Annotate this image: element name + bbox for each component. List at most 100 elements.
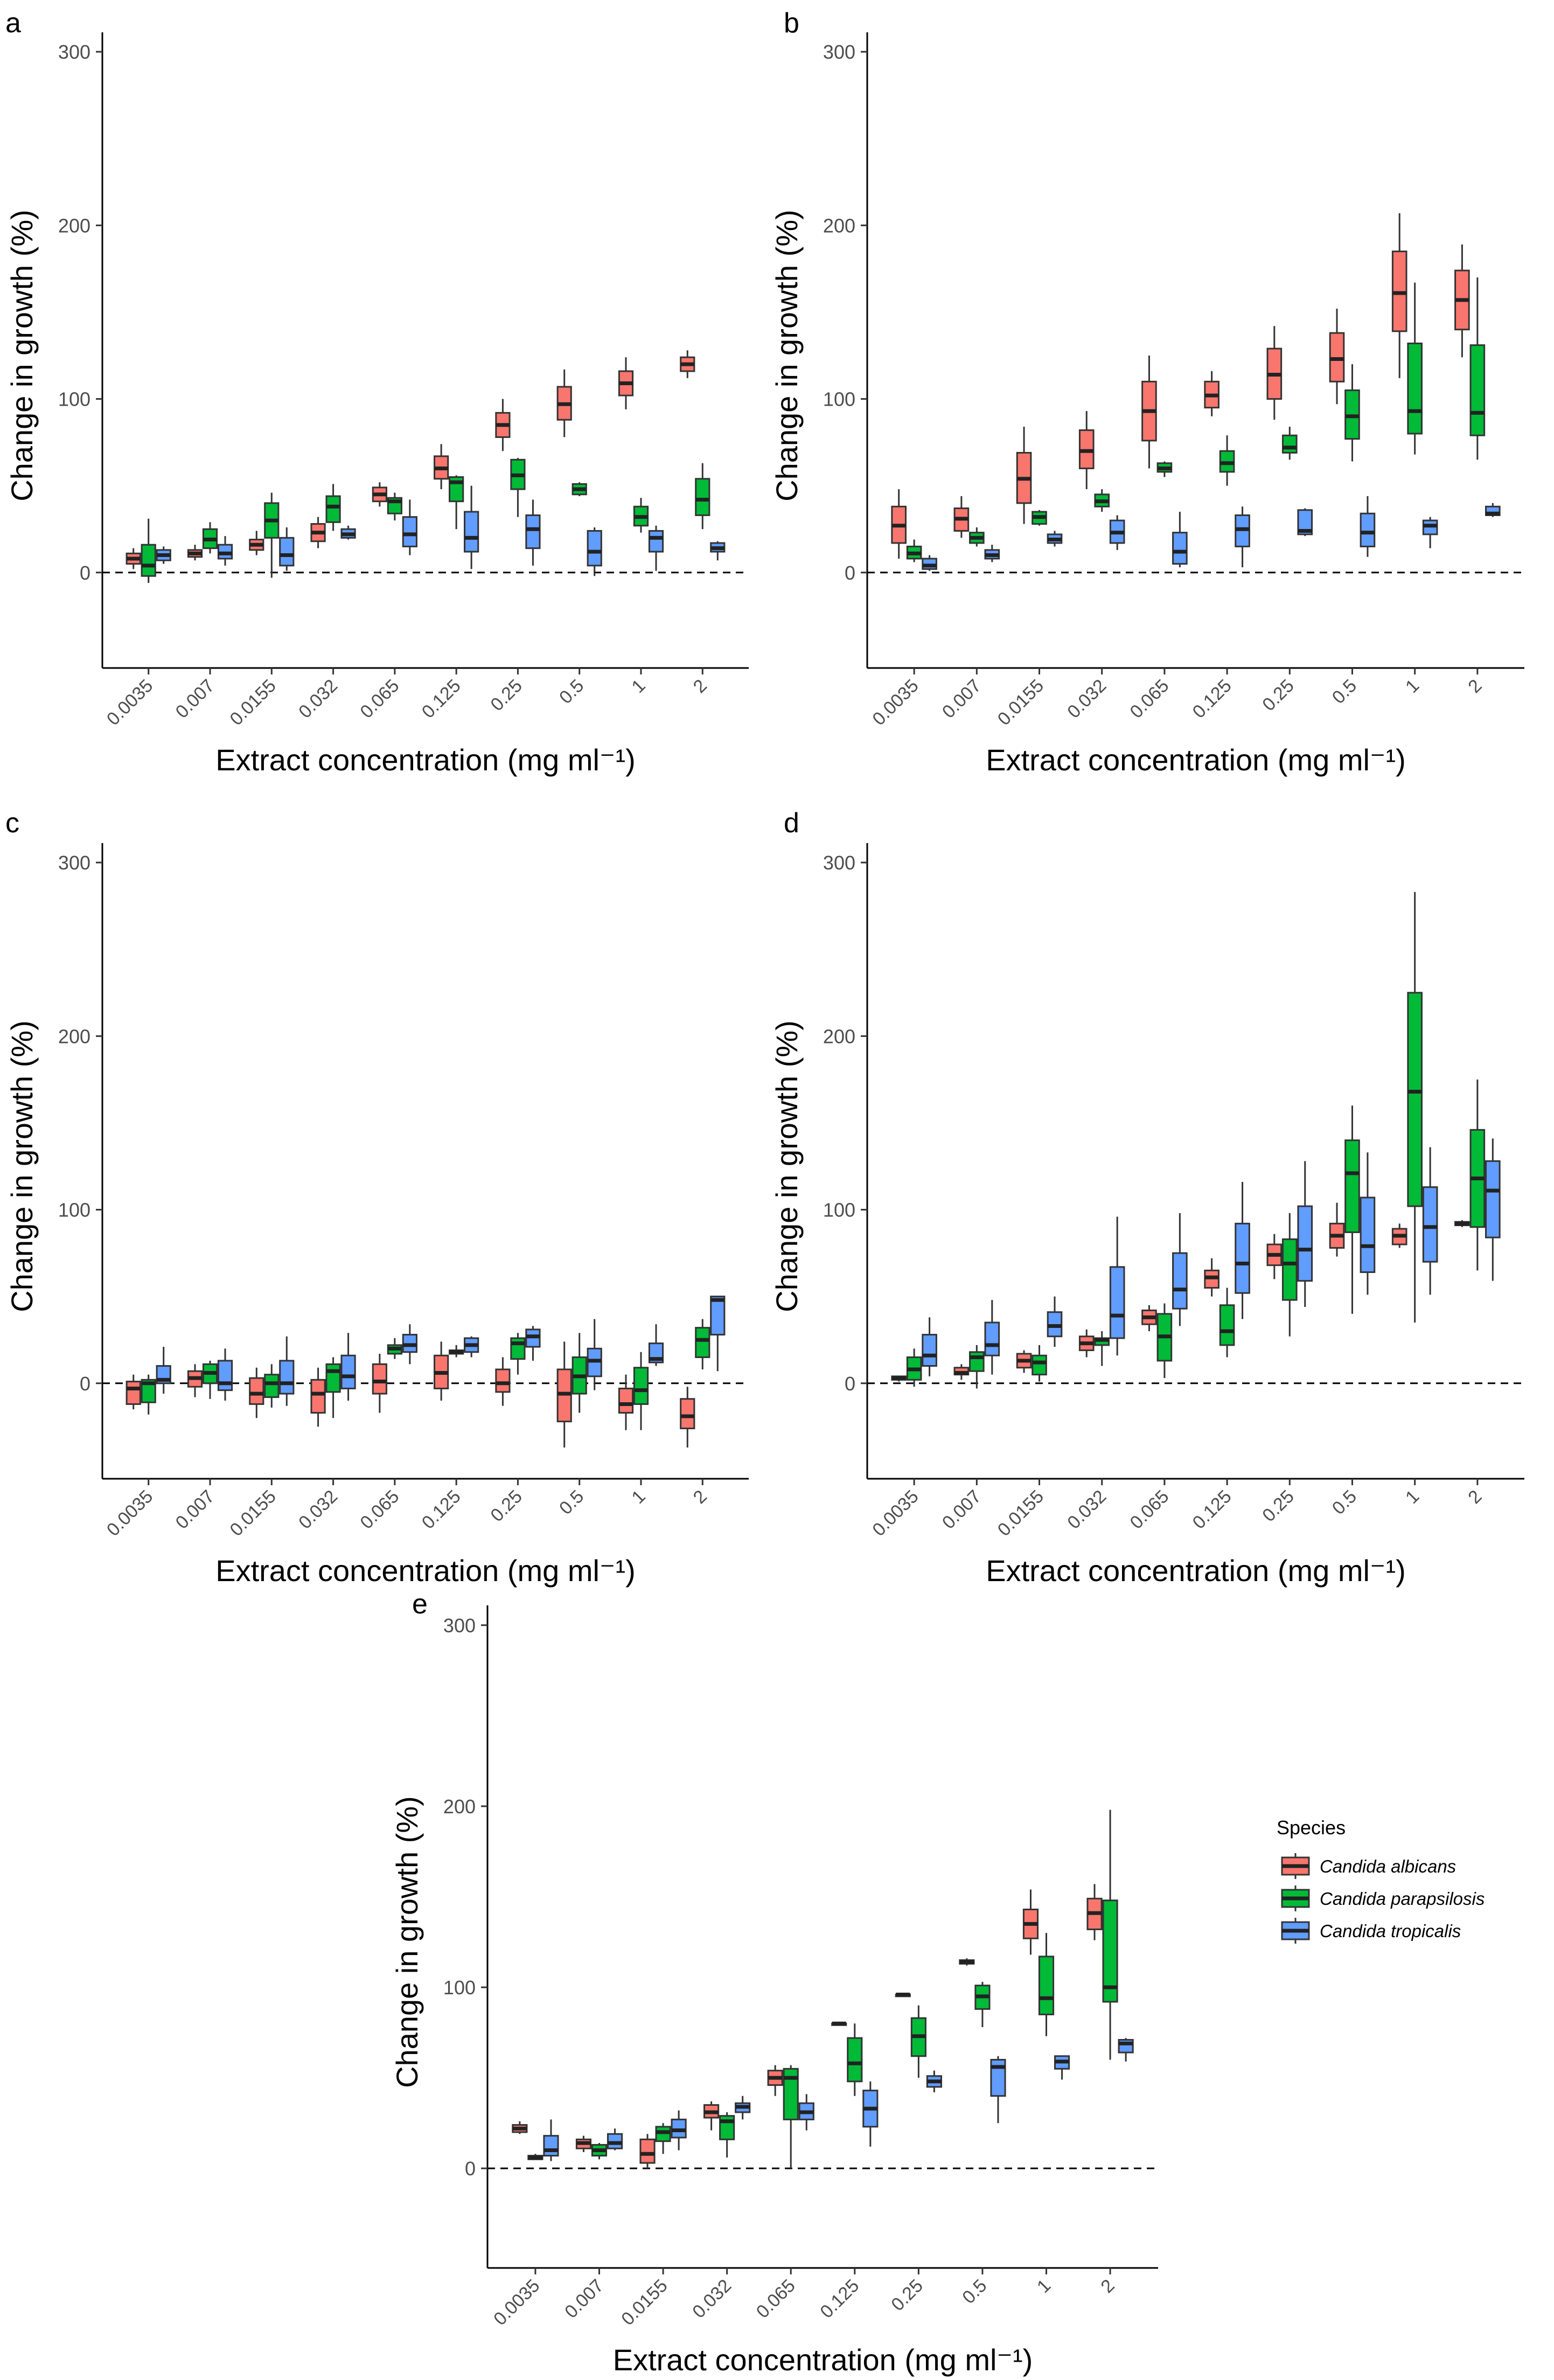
y-tick-label: 200 <box>58 1025 90 1047</box>
box-body <box>1281 434 1298 454</box>
box-candida-parapsilosis-2 <box>695 1319 710 1369</box>
box-body <box>325 1363 341 1393</box>
box-body <box>279 537 295 567</box>
x-tick-label: 0.25 <box>486 1486 526 1526</box>
box-candida-parapsilosis-2 <box>1469 277 1486 460</box>
box-candida-tropicalis-0.065 <box>1172 1213 1188 1326</box>
box-body <box>1469 344 1486 436</box>
panel-letter: e <box>412 1589 428 1620</box>
box-candida-parapsilosis-0.007 <box>969 527 985 547</box>
y-tick-label: 100 <box>58 1199 90 1221</box>
box-candida-parapsilosis-0.032 <box>325 484 341 531</box>
y-tick-label: 0 <box>80 562 90 584</box>
box-candida-tropicalis-0.25 <box>1297 1161 1313 1307</box>
x-tick-label: 1 <box>628 676 649 697</box>
x-tick-label: 0.007 <box>172 1486 219 1533</box>
y-tick-label: 100 <box>823 1199 855 1221</box>
y-tick-label: 200 <box>823 1025 855 1047</box>
box-candida-albicans-2 <box>680 1387 695 1448</box>
box-candida-albicans-2 <box>1086 1884 1103 1940</box>
y-tick-label: 100 <box>443 1977 476 1999</box>
legend-item: Candida albicans <box>1281 1853 1456 1879</box>
box-body <box>639 2138 656 2164</box>
box-candida-tropicalis-2 <box>710 1296 726 1372</box>
legend-label: Candida tropicalis <box>1320 1921 1461 1941</box>
box-candida-tropicalis-0.125 <box>1235 1182 1250 1319</box>
box-candida-parapsilosis-0.032 <box>719 2112 735 2158</box>
box-candida-tropicalis-1 <box>648 1324 664 1366</box>
box-candida-albicans-0.065 <box>372 482 387 507</box>
box-candida-parapsilosis-0.007 <box>202 522 218 554</box>
box-body <box>1297 1205 1313 1282</box>
box-candida-albicans-1 <box>1022 1889 1039 1955</box>
box-body <box>710 1296 726 1336</box>
box-body <box>372 1363 387 1395</box>
box-body <box>402 516 417 547</box>
box-candida-parapsilosis-0.25 <box>510 1333 526 1375</box>
x-tick-label: 0.032 <box>688 2275 735 2322</box>
y-tick-label: 200 <box>823 214 855 236</box>
x-tick-label: 1 <box>628 1486 649 1508</box>
y-axis-title: Change in growth (%) <box>770 210 804 502</box>
y-tick-label: 100 <box>823 388 855 410</box>
box-candida-parapsilosis-0.065 <box>387 1338 402 1359</box>
box-body <box>1109 1266 1125 1339</box>
x-axis-title: Extract concentration (mg ml⁻¹) <box>215 1554 636 1588</box>
box-candida-tropicalis-0.0035 <box>922 1317 937 1376</box>
x-tick-label: 0.065 <box>752 2275 799 2322</box>
box-candida-tropicalis-0.125 <box>464 1336 479 1358</box>
box-candida-albicans-0.25 <box>895 1992 911 1998</box>
box-candida-parapsilosis-0.25 <box>510 458 526 517</box>
box-body <box>1219 1304 1235 1346</box>
x-tick-label: 1 <box>1402 676 1423 697</box>
box-candida-albicans-0.125 <box>1204 371 1219 416</box>
box-body <box>922 1334 937 1367</box>
box-body <box>1235 1222 1250 1294</box>
box-body <box>1032 1354 1047 1376</box>
box-candida-parapsilosis-1 <box>1038 1933 1055 2036</box>
box-candida-parapsilosis-0.125 <box>847 2023 863 2096</box>
y-tick-label: 200 <box>58 214 90 236</box>
box-body <box>587 530 602 567</box>
x-tick-label: 0.0035 <box>103 676 157 729</box>
box-candida-albicans-0.065 <box>1141 356 1157 469</box>
box-candida-albicans-0.25 <box>495 1357 511 1406</box>
box-candida-parapsilosis-0.065 <box>783 2065 799 2169</box>
x-tick-label: 0.125 <box>816 2275 863 2322</box>
box-body <box>325 495 341 523</box>
legend-label: Candida albicans <box>1320 1856 1456 1876</box>
box-candida-parapsilosis-0.0155 <box>1032 510 1047 526</box>
box-candida-tropicalis-1 <box>1422 517 1438 548</box>
box-candida-parapsilosis-0.0155 <box>264 1364 280 1408</box>
box-candida-tropicalis-0.0155 <box>279 527 295 571</box>
x-axis-title: Extract concentration (mg ml⁻¹) <box>613 2343 1033 2377</box>
box-candida-tropicalis-0.5 <box>990 2056 1006 2124</box>
x-tick-label: 2 <box>1097 2275 1118 2297</box>
x-tick-label: 0.5 <box>555 1486 588 1519</box>
y-tick-label: 0 <box>845 562 855 584</box>
box-candida-tropicalis-0.25 <box>1297 508 1313 537</box>
box-candida-parapsilosis-0.0035 <box>906 539 922 562</box>
x-tick-label: 0.0155 <box>994 1486 1048 1540</box>
box-candida-tropicalis-0.0155 <box>1047 1296 1063 1347</box>
box-candida-tropicalis-0.065 <box>402 499 417 555</box>
box-candida-albicans-2 <box>1454 244 1470 358</box>
box-candida-parapsilosis-1 <box>1407 282 1423 455</box>
box-candida-albicans-0.007 <box>953 496 970 538</box>
box-candida-albicans-0.25 <box>495 399 511 451</box>
x-tick-label: 0.007 <box>938 1486 985 1533</box>
x-tick-label: 0.5 <box>958 2275 991 2308</box>
y-tick-label: 300 <box>823 852 855 874</box>
box-candida-albicans-0.065 <box>1141 1305 1157 1332</box>
x-tick-label: 0.065 <box>1126 1486 1173 1533</box>
box-body <box>1172 532 1188 565</box>
box-body <box>1281 1238 1298 1301</box>
box-body <box>1407 342 1423 435</box>
box-candida-parapsilosis-1 <box>633 1352 649 1430</box>
box-candida-albicans-1 <box>618 357 634 409</box>
x-tick-label: 2 <box>689 676 711 697</box>
x-tick-label: 0.032 <box>1063 1486 1110 1533</box>
y-axis-title: Change in growth (%) <box>5 210 39 502</box>
box-body <box>1172 1252 1188 1310</box>
x-tick-label: 0.065 <box>356 1486 403 1533</box>
